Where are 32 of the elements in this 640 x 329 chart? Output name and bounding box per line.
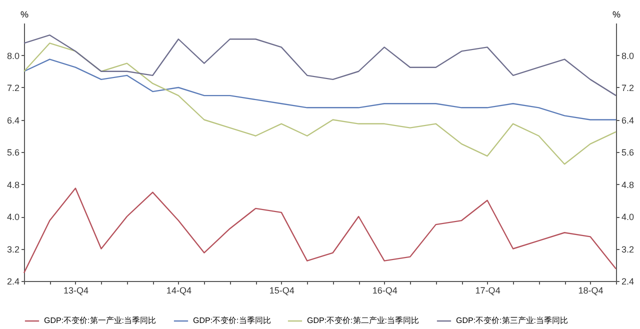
y-tick-label: 7.2 bbox=[6, 83, 20, 93]
line-series bbox=[23, 58, 617, 120]
x-tick-label: 16-Q4 bbox=[372, 286, 398, 296]
y2-tick-label: 2.4 bbox=[622, 276, 634, 286]
y2-tick-label: 8.0 bbox=[622, 50, 634, 61]
line-series bbox=[23, 188, 617, 274]
y2-tick-label: 7.2 bbox=[622, 83, 634, 93]
legend-label: GDP:不变价:第三产业:当季同比 bbox=[456, 316, 568, 325]
x-tick-label: 15-Q4 bbox=[269, 286, 294, 296]
line-series bbox=[23, 42, 617, 165]
y-tick-label: 8.0 bbox=[6, 50, 20, 61]
y-tick-label: 4.0 bbox=[6, 212, 20, 222]
y-tick-label: 4.8 bbox=[6, 180, 20, 190]
x-tick-label: 17-Q4 bbox=[475, 286, 500, 296]
y-tick-label: 6.4 bbox=[6, 115, 20, 126]
y2-tick-label: 4.0 bbox=[622, 212, 634, 222]
y2-axis-title: % bbox=[612, 10, 621, 20]
y2-tick-label: 4.8 bbox=[622, 180, 634, 190]
line-series bbox=[23, 34, 617, 96]
legend-label: GDP:不变价:第二产业:当季同比 bbox=[307, 316, 420, 325]
y2-tick-label: 5.6 bbox=[622, 148, 634, 158]
y-tick-label: 3.2 bbox=[6, 244, 20, 254]
legend-label: GDP:不变价:第一产业:当季同比 bbox=[44, 316, 156, 325]
x-tick-label: 18-Q4 bbox=[578, 286, 604, 296]
legend-label: GDP:不变价:当季同比 bbox=[193, 316, 271, 325]
y-tick-label: 2.4 bbox=[6, 276, 20, 286]
y-tick-label: 5.6 bbox=[6, 148, 20, 158]
y-axis-title: % bbox=[20, 10, 29, 20]
x-tick-label: 14-Q4 bbox=[166, 286, 192, 296]
y2-tick-label: 6.4 bbox=[622, 115, 634, 126]
y2-tick-label: 3.2 bbox=[622, 244, 634, 254]
x-tick-label: 13-Q4 bbox=[63, 286, 88, 296]
